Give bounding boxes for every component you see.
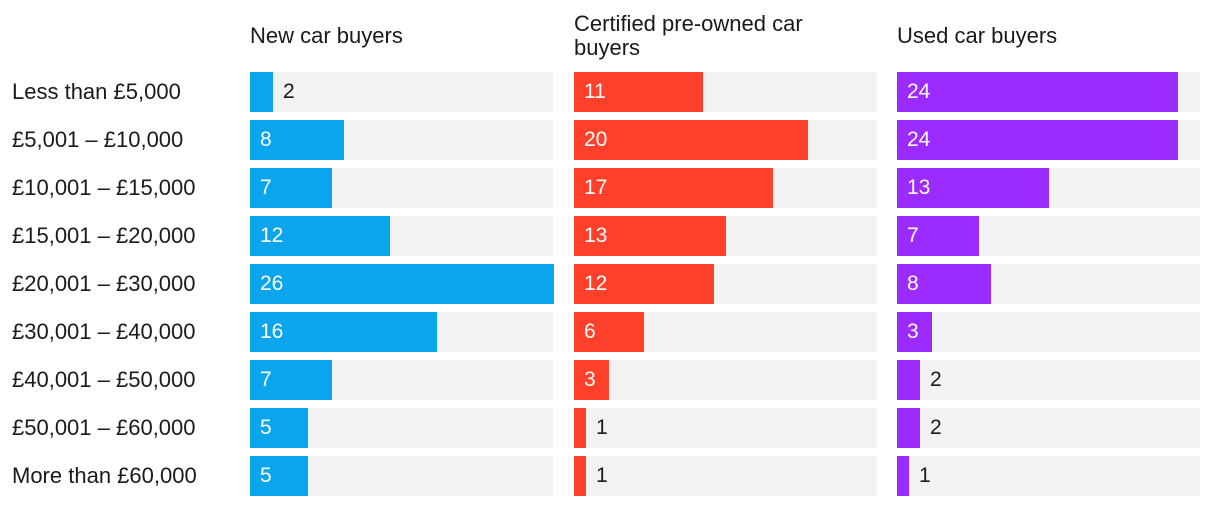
bar	[574, 360, 609, 400]
bar	[574, 312, 644, 352]
data-label: 2	[283, 80, 295, 103]
bar	[574, 216, 726, 256]
data-label: 3	[584, 368, 596, 391]
data-label: 12	[584, 272, 608, 295]
data-label: 7	[907, 224, 919, 247]
bar	[250, 264, 554, 304]
bar	[897, 72, 1178, 112]
data-label: 2	[930, 416, 942, 439]
bar-track	[574, 456, 877, 496]
bar	[250, 120, 344, 160]
bar	[574, 456, 586, 496]
category-label: More than £60,000	[12, 463, 197, 488]
data-label: 2	[930, 368, 942, 391]
bar-track	[250, 72, 553, 112]
bar	[897, 264, 991, 304]
data-label: 5	[260, 416, 272, 439]
category-label: £15,001 – £20,000	[12, 223, 196, 248]
category-label: £30,001 – £40,000	[12, 319, 196, 344]
data-label: 5	[260, 464, 272, 487]
bar	[897, 168, 1049, 208]
category-label: £40,001 – £50,000	[12, 367, 196, 392]
data-label: 13	[907, 176, 931, 199]
bar-track	[897, 312, 1200, 352]
bar	[897, 408, 920, 448]
bar	[897, 120, 1178, 160]
bar-track	[574, 360, 877, 400]
panel-title: Certified pre-owned car buyers	[574, 11, 803, 60]
category-label: Less than £5,000	[12, 79, 181, 104]
bar	[250, 168, 332, 208]
panel-title: Used car buyers	[897, 23, 1058, 48]
bar	[250, 360, 332, 400]
data-label: 6	[584, 320, 596, 343]
data-label: 8	[907, 272, 919, 295]
data-label: 17	[584, 176, 608, 199]
data-label: 13	[584, 224, 608, 247]
bar-track	[897, 408, 1200, 448]
data-label: 12	[260, 224, 284, 247]
bar	[250, 312, 437, 352]
bar	[897, 216, 979, 256]
panel-title: New car buyers	[250, 23, 403, 48]
bar-track	[897, 456, 1200, 496]
bar	[250, 216, 390, 256]
bar	[574, 408, 586, 448]
category-label: £10,001 – £15,000	[12, 175, 196, 200]
bar	[897, 360, 920, 400]
bar	[897, 456, 909, 496]
category-label: £5,001 – £10,000	[12, 127, 184, 152]
data-label: 8	[260, 128, 272, 151]
bar	[897, 312, 932, 352]
category-label: £50,001 – £60,000	[12, 415, 196, 440]
bar	[574, 168, 773, 208]
data-label: 7	[260, 176, 272, 199]
bar	[250, 408, 308, 448]
bar	[574, 120, 808, 160]
data-label: 1	[596, 416, 608, 439]
data-label: 1	[919, 464, 931, 487]
data-label: 24	[907, 80, 931, 103]
data-label: 26	[260, 272, 284, 295]
bar	[250, 456, 308, 496]
data-label: 24	[907, 128, 931, 151]
data-label: 7	[260, 368, 272, 391]
bar	[574, 264, 714, 304]
category-label: £20,001 – £30,000	[12, 271, 196, 296]
data-label: 16	[260, 320, 284, 343]
data-label: 3	[907, 320, 919, 343]
bar	[574, 72, 703, 112]
bar	[250, 72, 273, 112]
data-label: 20	[584, 128, 608, 151]
bar-track	[574, 408, 877, 448]
data-label: 11	[584, 80, 606, 103]
bar-track	[897, 360, 1200, 400]
data-label: 1	[596, 464, 608, 487]
